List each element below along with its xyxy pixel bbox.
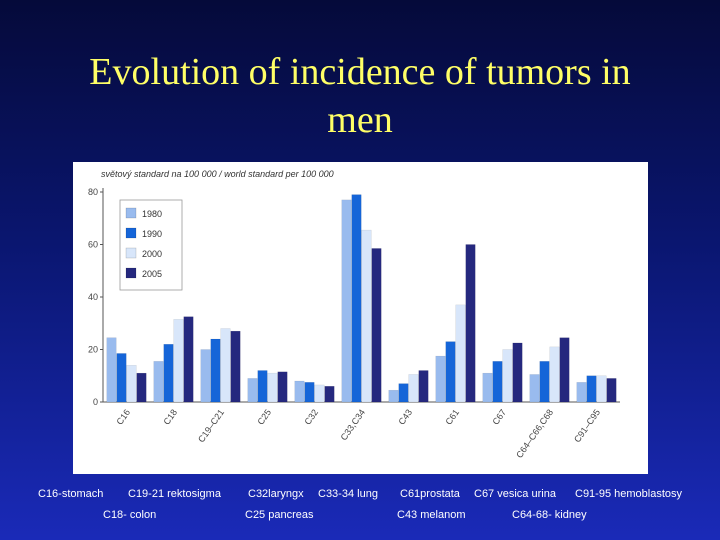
legend-label-1980: 1980 (142, 209, 162, 219)
bar-c91-c95-1990 (586, 375, 597, 403)
bar-c18-1990 (163, 344, 174, 403)
caption-c16-stomach: C16-stomach (38, 488, 104, 500)
slide-title-line-1: Evolution of incidence of tumors in (89, 51, 631, 93)
x-tick-label-c61: C61 (443, 407, 461, 426)
bar-c64-c66-c68-1990 (539, 361, 550, 403)
caption-c67-vesica-urina: C67 vesica urina (474, 488, 556, 500)
caption-c32-larynx: C32laryngx (248, 488, 304, 500)
x-tick-label-c33-c34: C33,C34 (339, 407, 368, 442)
bar-c67-1980 (482, 372, 493, 403)
y-tick-label: 20 (88, 345, 98, 355)
y-tick-label: 40 (88, 292, 98, 302)
bar-c91-c95-2005 (606, 378, 617, 403)
bar-c43-1980 (388, 389, 399, 403)
bar-c67-2005 (512, 342, 523, 403)
bar-c91-c95-1980 (576, 382, 587, 403)
slide-title-line-2: men (327, 99, 393, 141)
bar-c67-2000 (502, 349, 513, 403)
bar-c32-2005 (324, 386, 335, 403)
caption-c33-34-lung: C33-34 lung (318, 488, 378, 500)
bar-c32-2000 (314, 384, 325, 403)
bar-c43-2005 (418, 370, 429, 403)
x-tick-label-c32: C32 (302, 407, 320, 426)
x-tick-label-c18: C18 (161, 407, 179, 426)
bar-c18-2005 (183, 316, 194, 403)
x-tick-label-c19-c21: C19–C21 (196, 407, 226, 444)
bar-c25-2005 (277, 371, 288, 403)
bar-c19-c21-1990 (210, 338, 221, 403)
bar-c33-c34-1990 (351, 194, 362, 403)
caption-c64-68-kidney: C64-68- kidney (512, 509, 587, 521)
bar-c43-2000 (408, 374, 419, 403)
bar-c91-c95-2000 (596, 375, 607, 403)
legend-swatch-1980 (125, 207, 137, 219)
y-tick-label: 60 (88, 240, 98, 250)
bar-c64-c66-c68-2000 (549, 346, 560, 403)
y-tick-label: 80 (88, 187, 98, 197)
bar-c25-1980 (247, 378, 258, 403)
legend-swatch-2000 (125, 247, 137, 259)
bar-c25-2000 (267, 372, 278, 403)
x-tick-label-c67: C67 (490, 407, 508, 426)
caption-c43-melanom: C43 melanom (397, 509, 466, 521)
caption-c19-21-rektosigma: C19-21 rektosigma (128, 488, 221, 500)
x-tick-label-c91-c95: C91–C95 (572, 407, 602, 444)
bar-c33-c34-2000 (361, 229, 372, 403)
bar-c67-1990 (492, 361, 503, 403)
bar-c25-1990 (257, 370, 268, 403)
bar-c16-1990 (116, 353, 127, 403)
bar-c61-2005 (465, 244, 476, 403)
bar-c32-1990 (304, 382, 315, 403)
x-tick-label-c16: C16 (114, 407, 132, 426)
bar-c16-2005 (136, 372, 147, 403)
bar-c19-c21-2000 (220, 328, 231, 403)
bar-c64-c66-c68-2005 (559, 337, 570, 403)
bar-c18-1980 (153, 361, 164, 403)
caption-c61-prostata: C61prostata (400, 488, 460, 500)
legend-label-2005: 2005 (142, 269, 162, 279)
legend-swatch-2005 (125, 267, 137, 279)
caption-c18-colon: C18- colon (103, 509, 157, 521)
bar-c61-1990 (445, 341, 456, 403)
bar-c18-2000 (173, 319, 184, 403)
bar-c19-c21-1980 (200, 349, 211, 403)
chart-title: světový standard na 100 000 / world stan… (101, 169, 334, 179)
y-tick-label: 0 (93, 397, 98, 407)
bar-c19-c21-2005 (230, 330, 241, 403)
bar-c32-1980 (294, 380, 305, 403)
bar-c61-2000 (455, 304, 466, 403)
bar-c16-2000 (126, 365, 137, 403)
caption-c91-95-hemoblastosy: C91-95 hemoblastosy (575, 488, 683, 500)
legend-swatch-1990 (125, 227, 137, 239)
x-tick-label-c25: C25 (255, 407, 273, 426)
caption-c25-pancreas: C25 pancreas (245, 509, 314, 521)
legend-label-2000: 2000 (142, 249, 162, 259)
bar-c64-c66-c68-1980 (529, 374, 540, 403)
bar-c33-c34-1980 (341, 199, 352, 403)
slide-title: Evolution of incidence of tumors in men (0, 48, 720, 144)
bar-c16-1980 (106, 337, 117, 403)
x-tick-label-c64-c66-c68: C64–C66,C68 (514, 407, 555, 459)
chart-panel: světový standard na 100 000 / world stan… (73, 162, 648, 474)
bar-chart: světový standard na 100 000 / world stan… (88, 169, 620, 460)
bar-c61-1980 (435, 355, 446, 403)
x-tick-label-c43: C43 (396, 407, 414, 426)
bar-c33-c34-2005 (371, 248, 382, 403)
bar-c43-1990 (398, 383, 409, 403)
legend-label-1990: 1990 (142, 229, 162, 239)
